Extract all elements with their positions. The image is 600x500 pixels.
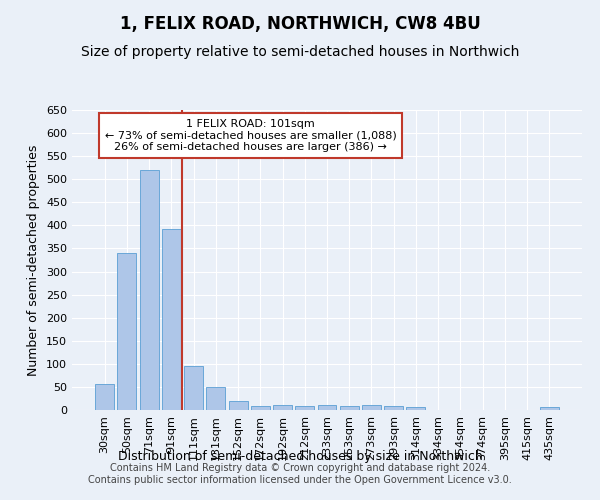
Bar <box>118 253 136 410</box>
Text: Size of property relative to semi-detached houses in Northwich: Size of property relative to semi-detach… <box>81 45 519 59</box>
Bar <box>295 406 314 410</box>
Bar <box>251 406 270 410</box>
Bar <box>362 406 381 410</box>
Bar <box>162 229 181 410</box>
Bar <box>229 401 248 410</box>
Bar <box>95 384 114 410</box>
Bar <box>206 387 225 410</box>
Text: 1 FELIX ROAD: 101sqm
← 73% of semi-detached houses are smaller (1,088)
26% of se: 1 FELIX ROAD: 101sqm ← 73% of semi-detac… <box>104 119 397 152</box>
Bar <box>406 407 425 410</box>
Bar <box>540 407 559 410</box>
Bar <box>340 406 359 410</box>
Y-axis label: Number of semi-detached properties: Number of semi-detached properties <box>28 144 40 376</box>
Bar <box>317 406 337 410</box>
Text: 1, FELIX ROAD, NORTHWICH, CW8 4BU: 1, FELIX ROAD, NORTHWICH, CW8 4BU <box>119 15 481 33</box>
Bar <box>140 170 158 410</box>
Text: Distribution of semi-detached houses by size in Northwich: Distribution of semi-detached houses by … <box>118 450 482 463</box>
Bar <box>184 366 203 410</box>
Text: Contains HM Land Registry data © Crown copyright and database right 2024.
Contai: Contains HM Land Registry data © Crown c… <box>88 464 512 485</box>
Bar <box>384 406 403 410</box>
Bar <box>273 406 292 410</box>
